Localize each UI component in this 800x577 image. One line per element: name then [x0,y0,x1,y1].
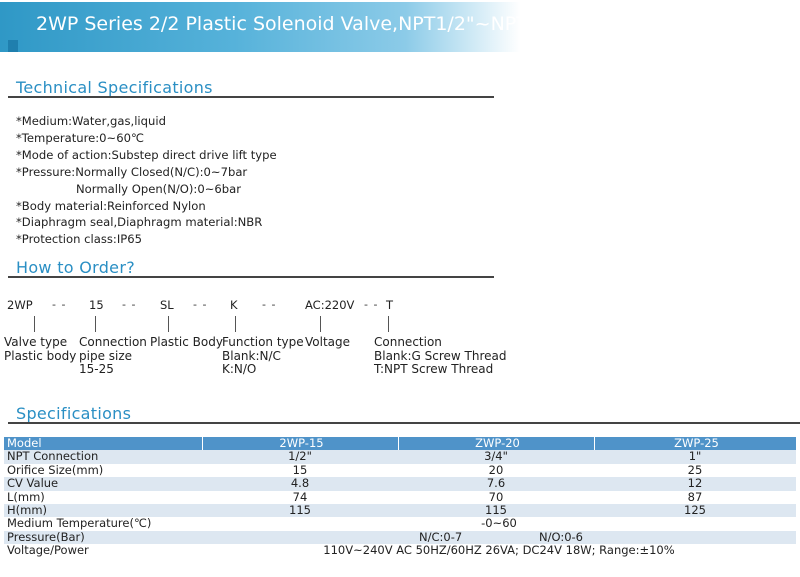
pressure-no-value: N/O:0-6 [539,530,583,544]
desc-line: Plastic body [4,348,77,363]
column-header-model: Model [4,437,203,451]
row-label: L(mm) [4,490,202,505]
pressure-nc-value: N/C:0-7 [419,530,463,544]
order-desc-connection: Connection Blank:G Screw Thread T:NPT Sc… [374,335,507,377]
order-code-voltage: AC:220V [305,298,355,312]
order-separator: - - [364,298,379,311]
order-desc-voltage: Voltage [305,335,351,350]
table-row: Voltage/Power 110V~240V AC 50HZ/60HZ 26V… [4,544,796,558]
order-code-valve-type: 2WP [7,298,33,312]
order-code-plastic-body: SL [160,298,174,312]
spec-mode-of-action: *Mode of action:Substep direct drive lif… [16,147,277,162]
title-banner: 2WP Series 2/2 Plastic Solenoid Valve,NP… [0,2,550,52]
desc-line: 15-25 [79,362,114,376]
cell-value: 1" [594,450,796,464]
desc-line: Valve type [4,335,68,349]
order-separator: - - [193,298,208,311]
title-tab-marker [8,40,18,52]
desc-line: pipe size [79,348,133,363]
column-header-zwp-20: ZWP-20 [398,437,595,451]
table-header-row: Model 2WP-15 ZWP-20 ZWP-25 [4,437,797,451]
pressure-values: N/C:0-7 N/O:0-6 [202,530,796,545]
how-to-order-rule [8,276,494,278]
spec-body-material: *Body material:Reinforced Nylon [16,198,206,213]
cell-value: 110V~240V AC 50HZ/60HZ 26VA; DC24V 18W; … [202,544,796,558]
order-desc-valve-type: Valve type Plastic body [4,335,77,363]
order-code-connection: T [386,298,394,312]
spec-diaphragm: *Diaphragm seal,Diaphragm material:NBR [16,215,263,230]
how-to-order-heading: How to Order? [16,258,136,277]
order-desc-pipe-size: Connection pipe size 15-25 [79,335,147,377]
specifications-rule [8,422,800,424]
order-code-function-type: K [230,298,238,312]
row-label: Voltage/Power [4,544,202,558]
row-label: Medium Temperature(℃) [4,517,202,531]
order-code-pipe-size: 15 [89,298,104,312]
column-header-2wp-15: 2WP-15 [202,437,399,451]
desc-line: Connection [79,335,147,349]
cell-value: 70 [398,490,594,505]
cell-value: -0~60 [202,517,796,531]
desc-line: Plastic Body [150,335,223,349]
spec-medium: *Medium:Water,gas,liquid [16,114,166,128]
column-header-zwp-25: ZWP-25 [594,437,797,451]
desc-line: Voltage [305,335,351,349]
spec-pressure-nc: *Pressure:Normally Closed(N/C):0~7bar [16,164,248,179]
desc-line: Function type [222,335,304,349]
row-label: Orifice Size(mm) [4,463,202,478]
order-pointer-line [320,316,321,332]
order-separator: - - [52,298,67,311]
order-pointer-line [168,316,169,332]
cell-value: 7.6 [398,477,594,491]
specifications-table: Model 2WP-15 ZWP-20 ZWP-25 NPT Connectio… [4,437,797,558]
desc-line: Blank:N/C [222,348,281,363]
cell-value: 115 [398,504,594,518]
order-separator: - - [122,298,137,311]
table-row: NPT Connection 1/2" 3/4" 1" [4,450,796,464]
spec-protection-class: *Protection class:IP65 [16,232,142,247]
cell-value: 20 [398,463,594,478]
technical-specifications-heading: Technical Specifications [16,78,213,97]
spec-temperature: *Temperature:0~60℃ [16,130,145,145]
specifications-heading: Specifications [16,404,132,423]
order-desc-function-type: Function type Blank:N/C K:N/O [222,335,304,377]
row-label: NPT Connection [4,450,202,464]
technical-heading-rule [8,96,494,98]
cell-value: 115 [202,504,398,518]
table-row: Medium Temperature(℃) -0~60 [4,517,796,531]
order-pointer-line [95,316,96,332]
desc-line: Blank:G Screw Thread [374,348,507,363]
cell-value: 3/4" [398,450,594,464]
desc-line: K:N/O [222,362,257,376]
table-row: Pressure(Bar) N/C:0-7 N/O:0-6 [4,530,796,545]
cell-value: 74 [202,490,398,505]
cell-value: 1/2" [202,450,398,464]
order-separator: - - [262,298,277,311]
desc-line: T:NPT Screw Thread [374,362,494,376]
spec-pressure-no: Normally Open(N/O):0~6bar [76,181,242,196]
order-pointer-line [388,316,389,332]
page-title: 2WP Series 2/2 Plastic Solenoid Valve,NP… [36,13,550,35]
table-row: Orifice Size(mm) 15 20 25 [4,463,796,478]
cell-value: 15 [202,463,398,478]
row-label: CV Value [4,477,202,491]
row-label: H(mm) [4,504,202,518]
table-row: L(mm) 74 70 87 [4,490,796,505]
order-desc-plastic-body: Plastic Body [150,335,223,350]
desc-line: Connection [374,335,442,349]
table-row: CV Value 4.8 7.6 12 [4,477,796,491]
row-label: Pressure(Bar) [4,530,202,545]
cell-value: 25 [594,463,796,478]
cell-value: 12 [594,477,796,491]
order-pointer-line [235,316,236,332]
cell-value: 4.8 [202,477,398,491]
cell-value: 125 [594,504,796,518]
table-row: H(mm) 115 115 125 [4,504,796,518]
cell-value: 87 [594,490,796,505]
technical-spec-list: *Medium:Water,gas,liquid *Temperature:0~… [16,113,277,248]
order-pointer-line [34,316,35,332]
